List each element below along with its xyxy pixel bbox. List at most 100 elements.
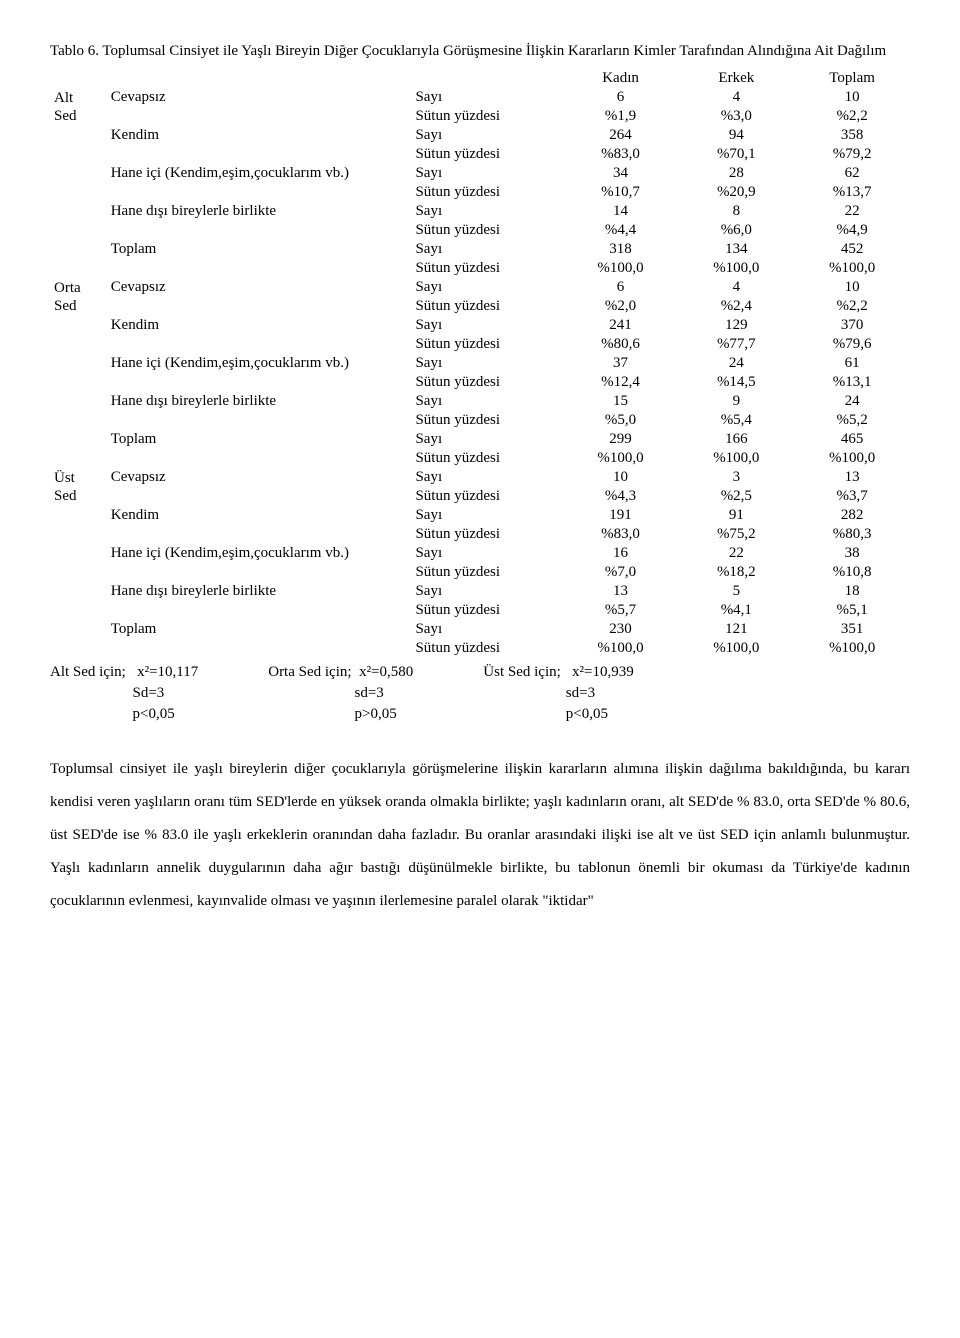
metric-label: Sayı [411, 126, 562, 145]
cell: 37 [563, 354, 679, 373]
cell: %10,7 [563, 183, 679, 202]
cell: %7,0 [563, 563, 679, 582]
cell: %20,9 [678, 183, 794, 202]
data-table: Kadın Erkek Toplam AltSed Cevapsız Sayı … [50, 69, 910, 658]
metric-label: Sayı [411, 240, 562, 259]
cell: 129 [678, 316, 794, 335]
cell: 351 [794, 620, 910, 639]
metric-label: Sayı [411, 620, 562, 639]
row-label: Toplam [107, 620, 412, 658]
cell: %10,8 [794, 563, 910, 582]
cell: 3 [678, 468, 794, 487]
cell: 14 [563, 202, 679, 221]
stats-p: p<0,05 [133, 706, 175, 722]
metric-label: Sütun yüzdesi [411, 563, 562, 582]
cell: 4 [678, 278, 794, 297]
cell: %79,2 [794, 145, 910, 164]
cell: 465 [794, 430, 910, 449]
cell: 230 [563, 620, 679, 639]
stats-x2: x²=0,580 [359, 664, 413, 680]
stats-title: Orta Sed için; [268, 664, 351, 680]
stats-sd: Sd=3 [133, 685, 165, 701]
metric-label: Sütun yüzdesi [411, 449, 562, 468]
metric-label: Sütun yüzdesi [411, 183, 562, 202]
cell: %14,5 [678, 373, 794, 392]
cell: 166 [678, 430, 794, 449]
cell: %100,0 [563, 639, 679, 658]
table-row: OrtaSed Cevapsız Sayı 6 4 10 [50, 278, 910, 297]
sed-label-orta: OrtaSed [50, 278, 107, 468]
cell: %75,2 [678, 525, 794, 544]
cell: 10 [563, 468, 679, 487]
cell: %100,0 [563, 449, 679, 468]
table-row: Toplam Sayı 318 134 452 [50, 240, 910, 259]
stats-x2: x²=10,939 [572, 664, 634, 680]
cell: 452 [794, 240, 910, 259]
row-label: Kendim [107, 506, 412, 544]
metric-label: Sütun yüzdesi [411, 297, 562, 316]
table-row: Kendim Sayı 191 91 282 [50, 506, 910, 525]
cell: 62 [794, 164, 910, 183]
cell: 191 [563, 506, 679, 525]
metric-label: Sütun yüzdesi [411, 525, 562, 544]
cell: %18,2 [678, 563, 794, 582]
body-paragraph: Toplumsal cinsiyet ile yaşlı bireylerin … [50, 753, 910, 918]
cell: %2,0 [563, 297, 679, 316]
metric-label: Sütun yüzdesi [411, 601, 562, 620]
metric-label: Sütun yüzdesi [411, 411, 562, 430]
table-row: Kendim Sayı 264 94 358 [50, 126, 910, 145]
metric-label: Sütun yüzdesi [411, 373, 562, 392]
cell: %100,0 [794, 259, 910, 278]
row-label: Cevapsız [107, 468, 412, 506]
cell: %77,7 [678, 335, 794, 354]
cell: 13 [794, 468, 910, 487]
cell: 264 [563, 126, 679, 145]
cell: 6 [563, 88, 679, 107]
cell: %13,1 [794, 373, 910, 392]
metric-label: Sayı [411, 392, 562, 411]
cell: 5 [678, 582, 794, 601]
metric-label: Sütun yüzdesi [411, 335, 562, 354]
cell: %12,4 [563, 373, 679, 392]
metric-label: Sütun yüzdesi [411, 107, 562, 126]
table-row: AltSed Cevapsız Sayı 6 4 10 [50, 88, 910, 107]
cell: %5,2 [794, 411, 910, 430]
table-row: Hane dışı bireylerle birlikte Sayı 14 8 … [50, 202, 910, 221]
cell: %79,6 [794, 335, 910, 354]
metric-label: Sayı [411, 278, 562, 297]
row-label: Cevapsız [107, 278, 412, 316]
cell: %70,1 [678, 145, 794, 164]
table-caption: Tablo 6. Toplumsal Cinsiyet ile Yaşlı Bi… [50, 40, 910, 63]
table-row: Toplam Sayı 299 166 465 [50, 430, 910, 449]
cell: %5,0 [563, 411, 679, 430]
cell: 9 [678, 392, 794, 411]
cell: 18 [794, 582, 910, 601]
cell: 282 [794, 506, 910, 525]
cell: %3,7 [794, 487, 910, 506]
stats-sd: sd=3 [354, 685, 383, 701]
row-label: Hane içi (Kendim,eşim,çocuklarım vb.) [107, 354, 412, 392]
row-label: Cevapsız [107, 88, 412, 126]
stats-row: Alt Sed için; x²=10,117 Sd=3 p<0,05 Orta… [50, 662, 910, 725]
row-label: Hane dışı bireylerle birlikte [107, 582, 412, 620]
cell: 134 [678, 240, 794, 259]
cell: 61 [794, 354, 910, 373]
metric-label: Sütun yüzdesi [411, 145, 562, 164]
metric-label: Sütun yüzdesi [411, 487, 562, 506]
metric-label: Sayı [411, 430, 562, 449]
metric-label: Sayı [411, 164, 562, 183]
row-label: Kendim [107, 126, 412, 164]
cell: 34 [563, 164, 679, 183]
row-label: Hane dışı bireylerle birlikte [107, 392, 412, 430]
cell: 94 [678, 126, 794, 145]
cell: 318 [563, 240, 679, 259]
cell: 10 [794, 88, 910, 107]
cell: %100,0 [678, 259, 794, 278]
cell: %80,6 [563, 335, 679, 354]
stats-p: p>0,05 [354, 706, 396, 722]
cell: %100,0 [678, 449, 794, 468]
cell: 22 [678, 544, 794, 563]
col-header-kadin: Kadın [563, 69, 679, 88]
table-header-row: Kadın Erkek Toplam [50, 69, 910, 88]
table-row: Hane içi (Kendim,eşim,çocuklarım vb.) Sa… [50, 164, 910, 183]
